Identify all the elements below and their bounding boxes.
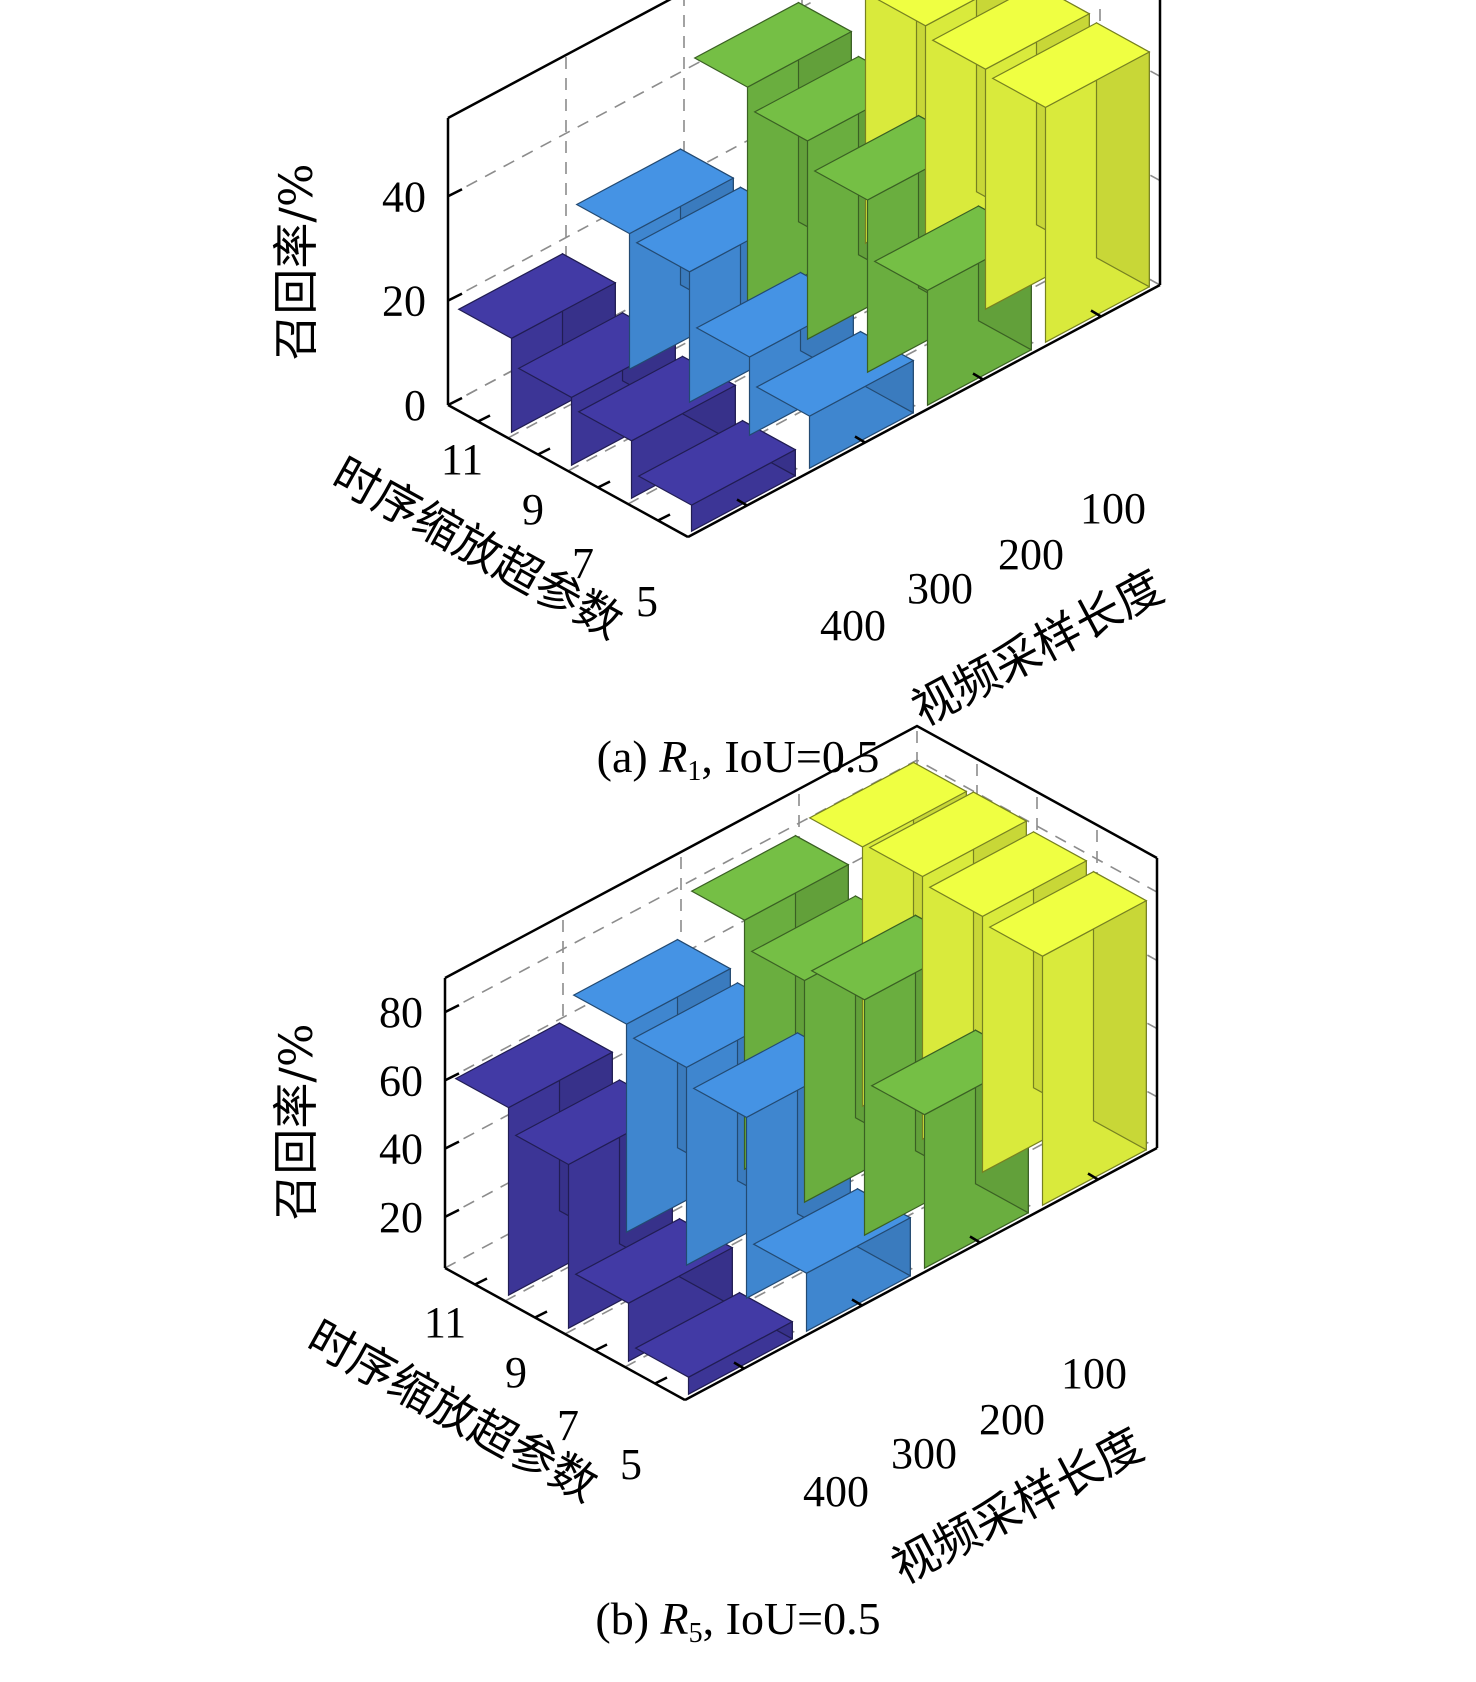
x-tick-label: 300: [891, 1429, 957, 1478]
y-tick-label: 7: [572, 539, 594, 588]
axes-frame: [446, 0, 1162, 539]
y-tick-label: 5: [620, 1440, 642, 1489]
x-tick-mark: [1090, 309, 1102, 318]
z-tick-label: 80: [379, 988, 423, 1037]
z-tick-mark: [444, 1208, 460, 1218]
z-tick-mark: [447, 396, 463, 407]
chart-panel-a: 0204011975100200300400召回率/%视频采样长度时序缩放超参数…: [269, 0, 1172, 787]
x-axis-line: [687, 283, 1161, 539]
z-tick-mark: [444, 1003, 460, 1014]
y-tick-mark: [654, 1376, 668, 1385]
panel-caption: (b) R5, IoU=0.5: [595, 1593, 880, 1649]
x-tick-mark: [854, 435, 866, 444]
y-tick-mark: [474, 1277, 488, 1286]
bar-top-face: [637, 420, 797, 506]
bar-top-face: [808, 761, 968, 848]
y-tick-mark: [534, 1310, 548, 1319]
z-tick-label: 0: [404, 381, 426, 430]
x-tick-mark: [972, 372, 984, 381]
bar-top-face: [572, 938, 732, 1025]
z-tick-label: 20: [382, 277, 426, 326]
x-axis-line: [684, 1146, 1158, 1402]
bar-top-face: [693, 1, 853, 88]
bar: [988, 870, 1148, 1207]
y-tick-mark: [594, 1343, 608, 1352]
top-edge-line: [447, 0, 672, 120]
bar-top-face: [991, 22, 1151, 109]
bar: [634, 1291, 794, 1396]
bar-top-face: [634, 1292, 794, 1378]
y-tick-label: 9: [522, 485, 544, 534]
z-axis-title: 召回率/%: [269, 1023, 323, 1220]
bar-top-face: [931, 0, 1091, 70]
z-tick-label: 40: [379, 1125, 423, 1174]
bar: [637, 419, 797, 533]
panel-caption: (a) R1, IoU=0.5: [597, 731, 880, 787]
z-axis-title: 召回率/%: [269, 163, 323, 360]
x-tick-label: 100: [1080, 484, 1146, 533]
z-tick-mark: [444, 1140, 460, 1150]
z-tick-label: 40: [382, 172, 426, 221]
z-tick-mark: [444, 1072, 460, 1082]
bar-top-face: [877, 0, 976, 27]
bar-top-face: [575, 148, 735, 235]
bars: [454, 761, 1148, 1396]
x-tick-mark: [736, 498, 748, 507]
y-tick-label: 9: [505, 1348, 527, 1397]
bar-top-face: [928, 831, 1088, 918]
x-tick-mark: [851, 1298, 863, 1307]
z-tick-mark: [447, 292, 463, 302]
bar-top-face: [868, 791, 1028, 878]
x-tick-mark: [969, 1235, 981, 1244]
y-tick-label: 5: [636, 577, 658, 626]
bar-top-face: [988, 871, 1148, 957]
y-tick-label: 7: [557, 1401, 579, 1450]
x-tick-label: 200: [979, 1395, 1045, 1444]
y-axis-line: [447, 403, 689, 539]
x-tick-label: 300: [907, 564, 973, 613]
bar-top-face: [690, 835, 850, 921]
y-tick-mark: [597, 480, 611, 489]
axes-frame: [443, 724, 1159, 1402]
bar-top-face: [454, 1022, 614, 1109]
bars: [457, 0, 1151, 533]
z-tick-label: 20: [379, 1193, 423, 1242]
z-tick-label: 60: [379, 1056, 423, 1105]
bar-top-face: [457, 253, 617, 339]
x-tick-mark: [1087, 1172, 1099, 1181]
y-tick-mark: [477, 414, 491, 423]
top-edge-line: [444, 724, 1158, 980]
x-tick-label: 400: [803, 1467, 869, 1516]
x-tick-label: 100: [1061, 1349, 1127, 1398]
x-tick-label: 400: [820, 601, 886, 650]
y-axis-line: [444, 1266, 686, 1402]
y-tick-mark: [657, 513, 671, 522]
x-tick-label: 200: [998, 530, 1064, 579]
z-tick-mark: [447, 188, 463, 198]
y-tick-label: 11: [441, 435, 483, 484]
y-tick-label: 11: [424, 1298, 466, 1347]
bar: [991, 21, 1151, 344]
chart-panel-b: 2040608011975100200300400召回率/%视频采样长度时序缩放…: [269, 724, 1159, 1649]
x-tick-mark: [733, 1361, 745, 1370]
y-tick-mark: [537, 447, 551, 456]
